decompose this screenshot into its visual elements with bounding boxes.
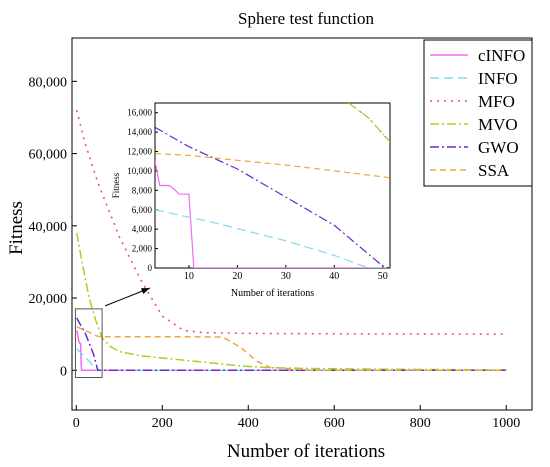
y-axis-label: Fitness	[6, 201, 27, 255]
connector-arrowhead	[141, 288, 150, 294]
series-group	[75, 110, 507, 372]
inset-y-tick-label: 14,000	[127, 127, 152, 137]
inset-series-group	[155, 103, 390, 268]
y-tick-label: 0	[60, 364, 67, 379]
zoom-box	[74, 308, 103, 378]
x-axis-label: Number of iterations	[227, 441, 385, 462]
series-line-gwo	[76, 317, 507, 372]
series-line-info	[76, 348, 507, 372]
plot-area: 0 200 400 600 800 1000020,00040,00060,00080,0…	[29, 37, 533, 431]
inset-y-tick-label: 10,000	[127, 166, 152, 176]
legend-label-info: INFO	[478, 69, 518, 88]
inset-x-tick-label: 20	[232, 271, 242, 282]
x-tick-label: 800	[410, 416, 431, 431]
y-tick-label: 80,000	[29, 75, 68, 90]
inset-y-axis-label: Fitness	[111, 172, 121, 198]
series-line-mvo	[75, 232, 507, 371]
legend-label-gwo: GWO	[478, 138, 519, 157]
inset-x-tick-label: 40	[329, 271, 339, 282]
x-tick-label: 0	[73, 416, 80, 431]
legend-box	[423, 39, 533, 187]
inset-x-axis-label: Number of iterations	[231, 288, 314, 299]
legend-label-ssa: SSA	[478, 161, 510, 180]
series-line-mfo	[75, 110, 507, 335]
x-tick-label: 400	[238, 416, 259, 431]
y-tick-label: 20,000	[29, 292, 68, 307]
inset-x-tick-label: 50	[378, 271, 388, 282]
inset-y-tick-label: 2,000	[132, 244, 153, 254]
inset-y-tick-label: 0	[148, 263, 153, 273]
legend-label-mfo: MFO	[478, 92, 515, 111]
x-tick-label: 600	[324, 416, 345, 431]
inset-frame	[154, 102, 391, 269]
inset-x-tick-label: 30	[281, 271, 291, 282]
series-line-cinfo	[75, 330, 507, 372]
inset-y-tick-label: 6,000	[132, 205, 153, 215]
inset-series-line-cinfo	[155, 161, 390, 268]
inset-x-tick-label: 10	[184, 271, 194, 282]
legend-label-cinfo: cINFO	[478, 46, 525, 65]
zoom-region	[74, 287, 151, 378]
x-tick-label: 200	[152, 416, 173, 431]
inset-y-tick-label: 12,000	[127, 147, 152, 157]
inset-y-tick-label: 4,000	[132, 224, 153, 234]
x-tick-label: 1000	[492, 416, 520, 431]
inset-y-tick-label: 8,000	[132, 185, 153, 195]
legend-label-mvo: MVO	[478, 115, 518, 134]
inset-chart: 10 20 30 40 50 0 2,000 4,000 6,000 8,000 10,000 12,…	[111, 102, 391, 299]
inset-series-line-gwo	[155, 126, 390, 268]
legend: cINFO INFO MFO MVO GWO SSA	[423, 39, 533, 187]
chart-title: Sphere test function	[238, 9, 374, 28]
y-tick-label: 60,000	[29, 148, 68, 163]
plot-frame	[71, 37, 533, 411]
y-tick-label: 40,000	[29, 220, 68, 235]
inset-y-tick-label: 16,000	[127, 108, 152, 118]
inset-series-line-mvo	[348, 103, 390, 143]
series-line-ssa	[76, 326, 507, 372]
inset-series-line-info	[155, 209, 390, 268]
